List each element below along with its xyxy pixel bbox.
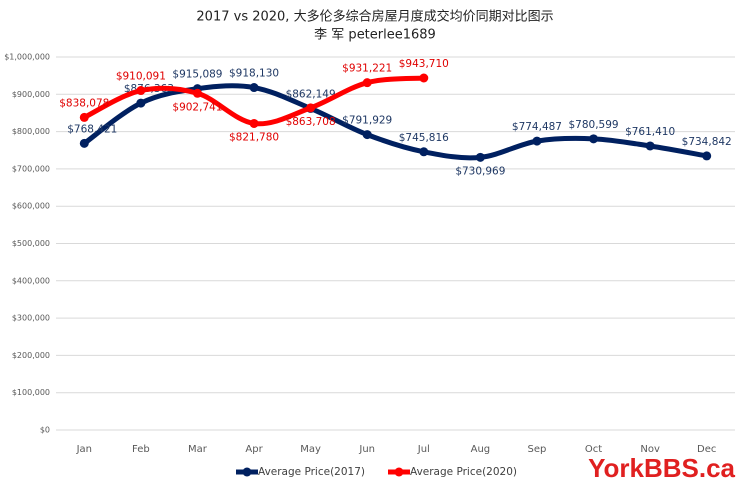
- x-tick-label: Apr: [245, 444, 263, 455]
- data-point: [249, 83, 259, 93]
- data-label: $838,078: [59, 97, 109, 109]
- data-point: [136, 86, 146, 96]
- y-tick-label: $700,000: [12, 164, 50, 173]
- legend-label: Average Price(2020): [410, 466, 517, 478]
- y-tick-label: $200,000: [12, 351, 50, 360]
- data-point: [419, 73, 429, 83]
- y-tick-label: $900,000: [12, 90, 50, 99]
- x-tick-label: Jan: [76, 444, 92, 455]
- data-label: $902,741: [172, 101, 222, 113]
- data-label: $931,221: [342, 63, 392, 75]
- x-tick-label: Jul: [417, 444, 430, 455]
- data-point: [249, 118, 259, 128]
- chart-subtitle: 李 军 peterlee1689: [314, 28, 436, 43]
- y-tick-label: $100,000: [12, 388, 50, 397]
- data-point: [532, 136, 542, 146]
- data-label: $768,421: [67, 123, 117, 135]
- data-point: [136, 98, 146, 108]
- data-point: [645, 141, 655, 151]
- y-tick-label: $600,000: [12, 202, 50, 211]
- data-label: $863,708: [286, 116, 336, 128]
- data-label: $780,599: [568, 119, 618, 131]
- data-point: [419, 147, 429, 157]
- data-label: $943,710: [399, 58, 449, 70]
- data-point: [192, 88, 202, 98]
- x-tick-label: Nov: [640, 444, 660, 455]
- data-point: [79, 138, 89, 148]
- y-tick-label: $400,000: [12, 276, 50, 285]
- data-label: $734,842: [682, 136, 732, 148]
- y-tick-label: $300,000: [12, 314, 50, 323]
- data-point: [362, 78, 372, 88]
- y-tick-label: $500,000: [12, 239, 50, 248]
- data-label: $730,969: [455, 165, 505, 177]
- data-label: $918,130: [229, 68, 279, 80]
- data-label: $761,410: [625, 126, 675, 138]
- y-tick-label: $800,000: [12, 127, 50, 136]
- x-tick-label: May: [300, 444, 321, 455]
- x-tick-label: Oct: [585, 444, 602, 455]
- x-tick-label: Aug: [471, 444, 491, 455]
- legend-marker: [242, 467, 252, 477]
- data-label: $862,149: [286, 88, 336, 100]
- data-point: [702, 151, 712, 161]
- x-tick-label: Sep: [528, 444, 547, 455]
- data-label: $791,929: [342, 115, 392, 127]
- x-tick-label: Jun: [358, 444, 375, 455]
- data-point: [306, 103, 316, 113]
- data-label: $774,487: [512, 121, 562, 133]
- chart-title: 2017 vs 2020, 大多伦多综合房屋月度成交均价同期对比图示: [196, 9, 553, 25]
- y-tick-label: $1,000,000: [4, 53, 50, 62]
- data-label: $745,816: [399, 132, 449, 144]
- data-label: $910,091: [116, 71, 166, 83]
- watermark: YorkBBS.ca: [588, 453, 735, 483]
- legend-marker: [394, 467, 404, 477]
- y-tick-label: $0: [40, 426, 50, 435]
- data-point: [589, 134, 599, 144]
- x-tick-label: Feb: [132, 444, 150, 455]
- x-tick-label: Mar: [188, 444, 208, 455]
- data-label: $915,089: [172, 69, 222, 81]
- data-point: [362, 130, 372, 140]
- data-point: [475, 152, 485, 162]
- legend-label: Average Price(2017): [258, 466, 365, 478]
- x-tick-label: Dec: [697, 444, 716, 455]
- data-point: [79, 112, 89, 122]
- data-label: $821,780: [229, 131, 279, 143]
